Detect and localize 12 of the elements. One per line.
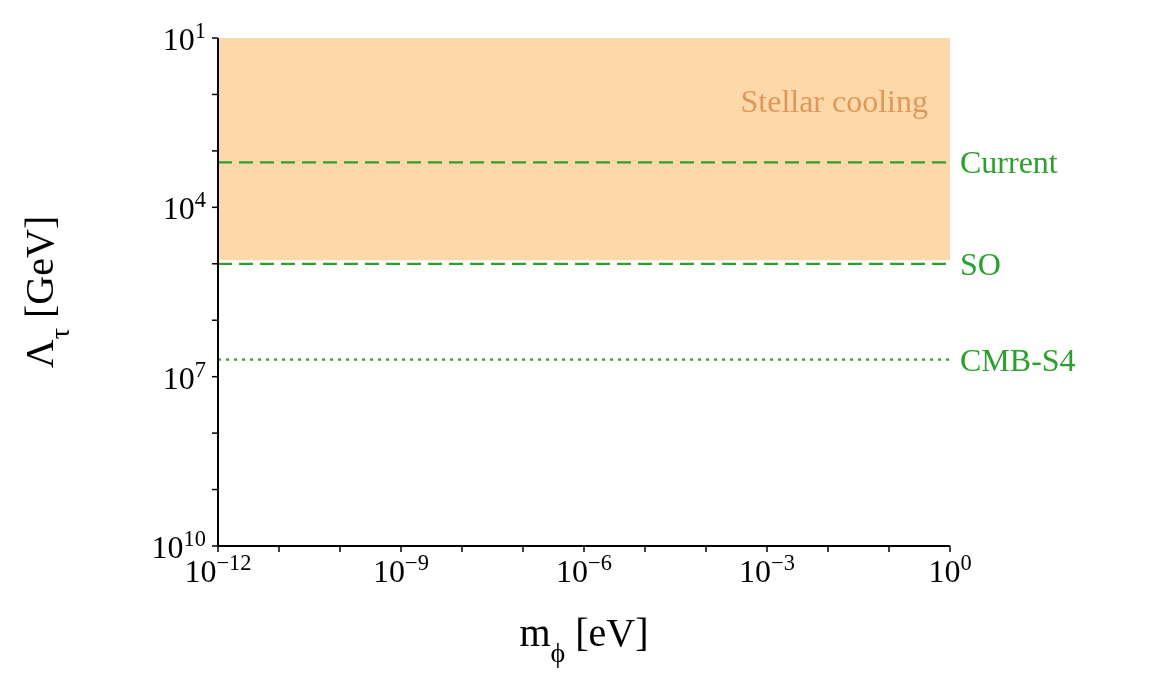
x-tick-label: 10$^{−3}$ [739,549,795,589]
band-label: Stellar cooling [740,83,928,119]
x-tick-label: 10$^{−9}$ [373,549,429,589]
y-tick-label: 10$^{7}$ [162,356,206,396]
y-tick-label: 10$^{1}$ [162,17,206,57]
x-tick-label: 10$^{0}$ [928,549,972,589]
y-tick-label: 10$^{4}$ [162,186,206,227]
x-axis-title: m$_{ϕ}$ [eV] [519,610,649,668]
ref-line-label: Current [960,144,1058,181]
ref-line-label: SO [960,245,1001,282]
ref-line-label: CMB-S4 [960,341,1076,378]
x-tick-label: 10$^{−6}$ [556,549,612,589]
